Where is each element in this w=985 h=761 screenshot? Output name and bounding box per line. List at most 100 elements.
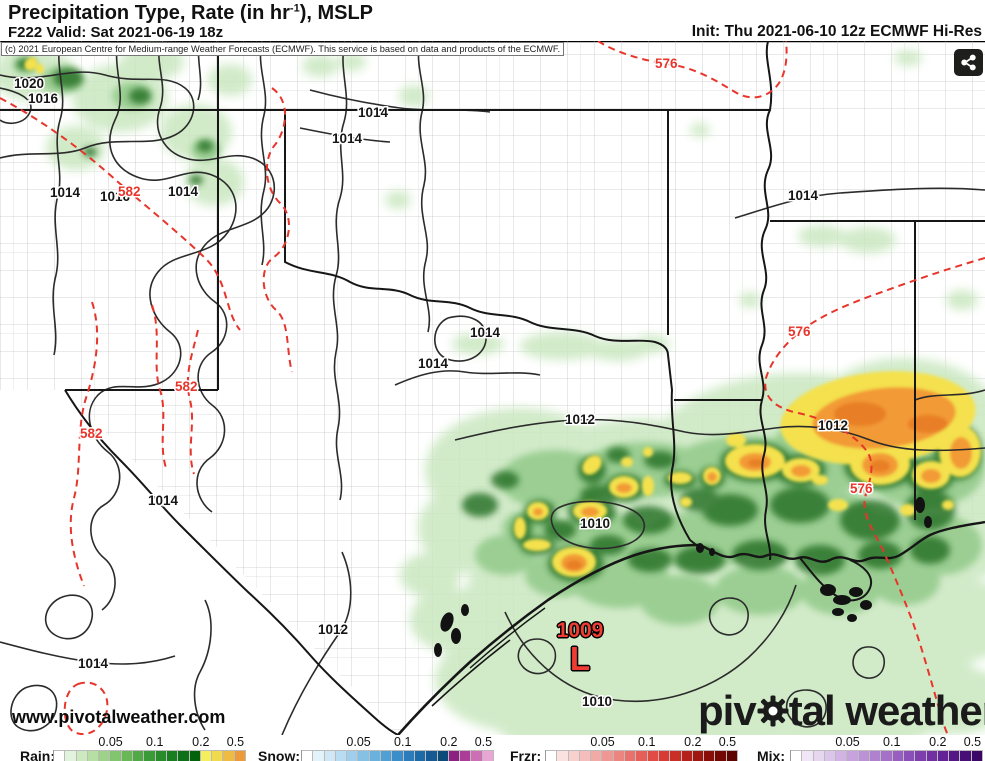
- isobar-label: 1010: [580, 516, 610, 531]
- low-pressure-value: 1009: [556, 619, 604, 642]
- isobar-label: 1014: [332, 131, 363, 146]
- legend-color-segment: [347, 750, 359, 761]
- thickness-label: 582: [118, 184, 141, 199]
- forecast-map[interactable]: 1020 1016 1014 1016 1014 1014 1014 1014 1014 1014…: [0, 41, 985, 735]
- legend-tick: 0.2: [192, 735, 210, 749]
- legend-color-segment: [591, 750, 603, 761]
- init-time-label: Init: Thu 2021-06-10 12z ECMWF Hi-Res: [691, 23, 982, 40]
- legend-color-segment: [937, 750, 950, 761]
- legend-color-segment: [636, 750, 648, 761]
- legend-color-segment: [133, 750, 145, 761]
- legend-color-segment: [813, 750, 825, 761]
- legend-color-segment: [903, 750, 916, 761]
- precip-intense-cells: [24, 57, 981, 577]
- legend-tick: 0.2: [684, 735, 702, 749]
- legend-color-segment: [870, 750, 882, 761]
- legend-color-segment: [960, 750, 972, 761]
- legend-color-segment: [155, 750, 167, 761]
- legend-color-segment: [949, 750, 961, 761]
- legend-colorbar: [53, 750, 247, 761]
- legend-color-segment: [557, 750, 569, 761]
- legend-color-segment: [178, 750, 190, 761]
- legend-group-mix: Mix: 0.05 0.1 0.2 0.5: [0, 735, 985, 761]
- isobar-label: 1014: [788, 188, 819, 203]
- share-button[interactable]: [954, 49, 983, 76]
- legend-color-segment: [892, 750, 904, 761]
- legend-color-segment: [403, 750, 415, 761]
- legend-color-segment: [200, 750, 213, 761]
- legend-color-segment: [471, 750, 483, 761]
- legend-color-segment: [926, 750, 938, 761]
- thickness-contours: [0, 41, 985, 735]
- mslp-contours: [0, 41, 985, 735]
- pivotal-weather-logo: piv ta: [698, 684, 985, 738]
- legend-label: Frzr:: [510, 748, 542, 761]
- legend-colorbar: [545, 750, 739, 761]
- legend-color-segment: [858, 750, 871, 761]
- legend-color-segment: [847, 750, 859, 761]
- legend-label: Mix:: [757, 748, 785, 761]
- isobar-label: 1014: [418, 356, 449, 371]
- coastal-marsh: [434, 497, 932, 657]
- valid-time-label: F222 Valid: Sat 2021-06-19 18z: [8, 24, 224, 41]
- legend-tick: 0.05: [590, 735, 615, 749]
- legend-group-snow: Snow: 0.05 0.1 0.2 0.5: [0, 735, 985, 761]
- legend-color-segment: [313, 750, 325, 761]
- page-title: Precipitation Type, Rate (in hr-1), MSLP: [8, 2, 374, 24]
- county-grid: [0, 41, 985, 735]
- isobar-label: 1012: [565, 412, 595, 427]
- legend-color-segment: [369, 750, 382, 761]
- site-watermark: www.pivotalweather.com: [12, 707, 226, 727]
- legend-color-segment: [546, 750, 558, 761]
- legend-color-segment: [223, 750, 235, 761]
- legend-color-segment: [625, 750, 637, 761]
- legend-color-segment: [658, 750, 671, 761]
- legend-tick: 0.5: [226, 735, 245, 749]
- legend-color-segment: [54, 750, 66, 761]
- legend-color-segment: [692, 750, 705, 761]
- legend-color-segment: [460, 750, 472, 761]
- legend-color-segment: [602, 750, 614, 761]
- legend-color-segment: [802, 750, 814, 761]
- legend-color-segment: [426, 750, 438, 761]
- isobar-label: 1012: [318, 622, 348, 637]
- legend-color-segment: [392, 750, 404, 761]
- legend-color-segment: [437, 750, 449, 761]
- thickness-label: 576: [850, 481, 873, 496]
- low-pressure-marker: 1009 L: [540, 620, 620, 675]
- gear-icon: [756, 690, 790, 738]
- legend-color-segment: [381, 750, 393, 761]
- legend-color-segment: [144, 750, 156, 761]
- isobar-label: 1014: [168, 184, 199, 199]
- legend-tick: 0.2: [440, 735, 458, 749]
- legend-color-segment: [121, 750, 134, 761]
- legend-color-segment: [704, 750, 716, 761]
- logo-text-right: tal weather: [788, 687, 985, 734]
- legend-color-segment: [715, 750, 727, 761]
- legend-color-segment: [335, 750, 348, 761]
- legend-color-segment: [613, 750, 626, 761]
- legend-colorbar: [301, 750, 495, 761]
- low-pressure-letter: L: [569, 640, 591, 677]
- legend-color-segment: [212, 750, 224, 761]
- legend-tick: 0.05: [346, 735, 371, 749]
- legend-color-segment: [87, 750, 100, 761]
- legend-color-segment: [324, 750, 336, 761]
- share-icon: [961, 54, 976, 71]
- isobar-label: 1014: [148, 493, 179, 508]
- isobar-label: 1010: [582, 694, 612, 709]
- isobar-label: 1014: [50, 185, 81, 200]
- legend-color-segment: [234, 750, 247, 761]
- legend-color-segment: [448, 750, 461, 761]
- isobar-label: 1012: [818, 418, 848, 433]
- legend-tick: 0.5: [963, 735, 982, 749]
- legend-color-segment: [579, 750, 592, 761]
- legend-tick: 0.5: [718, 735, 737, 749]
- legend-color-segment: [881, 750, 893, 761]
- legend-tick: 0.05: [98, 735, 123, 749]
- thickness-label: 576: [788, 324, 811, 339]
- isobar-label: 1020: [14, 76, 44, 91]
- legend-color-segment: [836, 750, 848, 761]
- isobar-label: 1014: [470, 325, 501, 340]
- legend-color-segment: [681, 750, 693, 761]
